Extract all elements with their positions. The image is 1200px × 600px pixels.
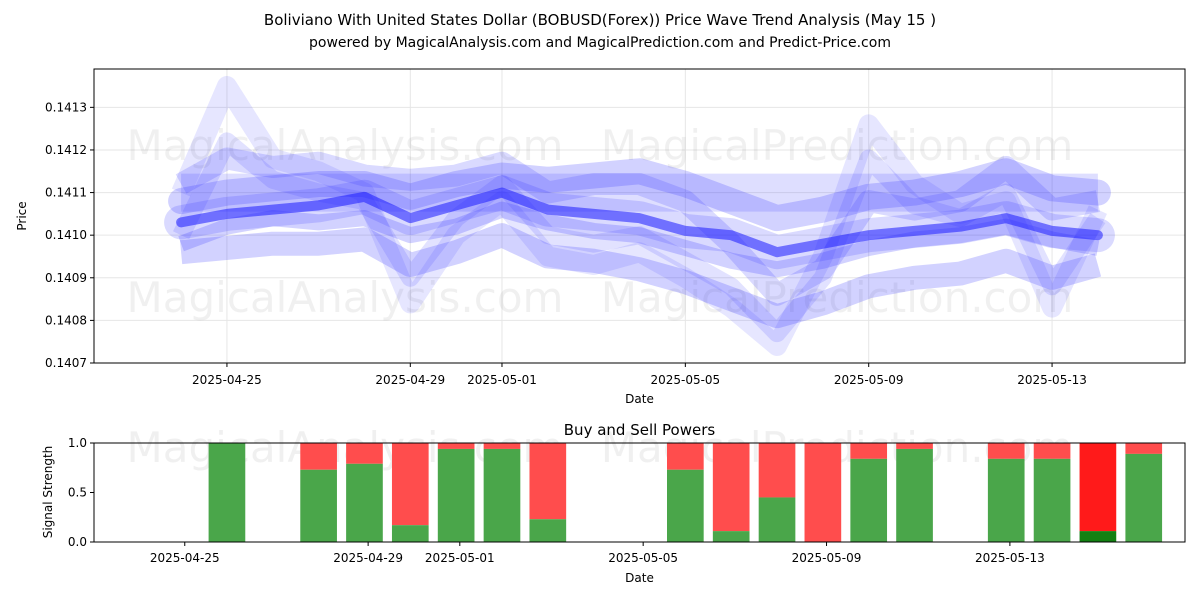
sell-bar-2025-04-28 — [346, 443, 383, 464]
price-y-axis-title: Price — [15, 201, 29, 230]
buy-bar-2025-05-13 — [1033, 458, 1071, 542]
sell-bar-2025-05-12 — [987, 443, 1025, 459]
wave-band-wave-lower — [179, 223, 1102, 329]
buy-bar-2025-05-01 — [483, 448, 521, 542]
sell-bar-2025-05-14 — [1079, 443, 1117, 532]
price-watermarks: MagicalAnalysis.com MagicalPrediction.co… — [127, 121, 1074, 322]
price-grid — [94, 69, 1185, 364]
price-x-tick-label: 2025-05-01 — [467, 373, 537, 387]
buy-bar-2025-05-10 — [896, 448, 933, 542]
signal-x-tick-label: 2025-04-29 — [333, 551, 403, 565]
price-x-tick-label: 2025-05-09 — [834, 373, 904, 387]
wave-band-wave-swing-2 — [173, 132, 1106, 343]
wave-band-wave-swing-1 — [171, 76, 1107, 356]
buy-bar-2025-04-30 — [437, 448, 475, 542]
signal-x-tick-label: 2025-04-25 — [150, 551, 220, 565]
sell-bar-2025-05-09 — [850, 443, 888, 459]
buy-bar-2025-05-02 — [529, 519, 567, 542]
buy-bar-2025-05-09 — [850, 458, 888, 542]
price-x-axis-title: Date — [625, 392, 654, 406]
sell-bar-2025-05-07 — [758, 443, 796, 498]
price-x-tick-label: 2025-05-05 — [650, 373, 720, 387]
sell-bar-2025-05-06 — [712, 443, 750, 532]
buy-bar-2025-05-05 — [667, 469, 704, 542]
wave-band-wave-upper — [168, 158, 1111, 232]
watermark-prediction-bottom: MagicalPrediction.com — [601, 273, 1074, 322]
signal-x-tick-label: 2025-05-09 — [792, 551, 862, 565]
buy-bar-2025-04-29 — [391, 525, 429, 542]
price-x-ticks: 2025-04-25 2025-04-29 2025-05-01 2025-05-05… — [192, 363, 1087, 387]
wave-core-line — [176, 187, 1103, 258]
signal-x-tick-label: 2025-05-13 — [975, 551, 1045, 565]
buy-bar-2025-04-27 — [300, 469, 337, 542]
sell-bar-2025-04-29 — [391, 443, 429, 526]
signal-bars — [208, 443, 1163, 542]
buy-bar-2025-05-07 — [758, 497, 796, 542]
price-x-tick-label: 2025-05-13 — [1017, 373, 1087, 387]
price-y-tick-label: 0.1411 — [45, 186, 87, 200]
sell-bar-2025-04-30 — [437, 443, 475, 449]
buy-bar-2025-05-06 — [712, 531, 750, 542]
signal-x-axis-title: Date — [625, 571, 654, 585]
sell-bar-2025-05-13 — [1033, 443, 1071, 459]
watermark-analysis-top: MagicalAnalysis.com — [127, 121, 564, 170]
buy-bar-2025-04-28 — [346, 463, 383, 542]
wave-band-wave-swing-4 — [178, 201, 1100, 278]
wave-band-wave-swing-3 — [175, 147, 1100, 306]
price-plot-frame — [93, 68, 1186, 364]
price-y-tick-label: 0.1409 — [45, 271, 87, 285]
sell-bar-2025-05-08 — [804, 443, 842, 542]
price-y-ticks: 0.1407 0.1408 0.1409 0.1410 0.1411 0.1412 0.14… — [45, 100, 94, 370]
sell-bar-2025-05-05 — [667, 443, 704, 470]
watermark-prediction-top: MagicalPrediction.com — [601, 121, 1074, 170]
signal-x-tick-label: 2025-05-01 — [425, 551, 495, 565]
buy-bar-2025-04-25 — [208, 443, 246, 542]
sell-bar-2025-04-27 — [300, 443, 337, 470]
signal-x-ticks: 2025-04-25 2025-04-29 2025-05-01 2025-05-05… — [150, 542, 1045, 565]
sell-bar-2025-05-02 — [529, 443, 567, 520]
signal-y-axis-title: Signal Strength — [41, 446, 55, 539]
buy-bar-2025-05-14 — [1079, 531, 1117, 542]
buy-bar-2025-05-15 — [1125, 453, 1163, 542]
signal-y-tick-label: 0.5 — [68, 486, 87, 500]
chart-title: Boliviano With United States Dollar (BOB… — [264, 11, 936, 29]
sell-bar-2025-05-15 — [1125, 443, 1163, 454]
price-y-tick-label: 0.1412 — [45, 143, 87, 157]
price-y-tick-label: 0.1413 — [45, 100, 87, 114]
price-x-tick-label: 2025-04-25 — [192, 373, 262, 387]
wave-series — [176, 187, 1103, 258]
price-y-tick-label: 0.1408 — [45, 313, 87, 327]
price-x-tick-label: 2025-04-29 — [375, 373, 445, 387]
price-y-tick-label: 0.1410 — [45, 228, 87, 242]
sell-bar-2025-05-10 — [896, 443, 933, 449]
price-y-tick-label: 0.1407 — [45, 356, 87, 370]
chart-subtitle: powered by MagicalAnalysis.com and Magic… — [309, 35, 891, 51]
watermark-analysis-bottom: MagicalAnalysis.com — [127, 273, 564, 322]
price-panel: MagicalAnalysis.com MagicalPrediction.co… — [15, 68, 1186, 406]
sell-bar-2025-05-01 — [483, 443, 521, 449]
signal-y-ticks: 0.0 0.5 1.0 — [68, 436, 94, 549]
signal-y-tick-label: 0.0 — [68, 535, 87, 549]
signal-chart-title: Buy and Sell Powers — [564, 421, 716, 439]
signal-y-tick-label: 1.0 — [68, 436, 87, 450]
buy-bar-2025-05-12 — [987, 458, 1025, 542]
signal-panel: Buy and Sell Powers MagicalAnalysis.com … — [41, 421, 1186, 585]
signal-x-tick-label: 2025-05-05 — [608, 551, 678, 565]
